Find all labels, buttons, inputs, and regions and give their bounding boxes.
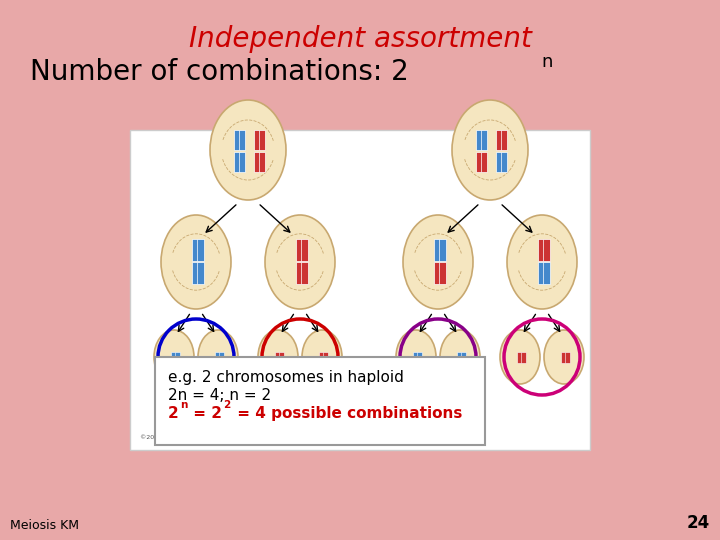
Bar (461, 352, 466, 362)
Ellipse shape (302, 330, 342, 384)
Ellipse shape (154, 330, 194, 384)
Text: Number of combinations: 2: Number of combinations: 2 (30, 58, 409, 86)
Text: 24: 24 (687, 514, 710, 532)
Text: 2: 2 (168, 406, 179, 421)
Bar (433, 239, 441, 261)
Bar (197, 262, 204, 284)
Bar (301, 239, 308, 261)
Bar (543, 262, 550, 284)
Bar (538, 239, 544, 261)
Text: n: n (180, 400, 187, 410)
Ellipse shape (403, 215, 473, 309)
Ellipse shape (507, 215, 577, 309)
Bar (295, 239, 302, 261)
Bar (279, 352, 284, 362)
Ellipse shape (440, 330, 480, 384)
Bar (274, 352, 279, 362)
Bar (239, 152, 245, 172)
Bar (516, 352, 521, 362)
Ellipse shape (452, 100, 528, 200)
Ellipse shape (265, 215, 335, 309)
Bar (155, 357, 485, 445)
Bar (197, 239, 204, 261)
Bar (476, 130, 482, 150)
Bar (560, 352, 565, 362)
Bar (254, 152, 260, 172)
Text: Independent assortment: Independent assortment (189, 25, 531, 53)
Bar (175, 352, 180, 362)
Bar (543, 239, 550, 261)
Bar (239, 130, 245, 150)
Bar (171, 352, 176, 362)
Ellipse shape (198, 330, 238, 384)
Bar (538, 262, 544, 284)
Bar (433, 262, 441, 284)
Bar (301, 262, 308, 284)
Bar (521, 352, 526, 362)
Text: = 4 possible combinations: = 4 possible combinations (232, 406, 462, 421)
Bar (439, 262, 446, 284)
Bar (481, 152, 487, 172)
Bar (192, 262, 199, 284)
Bar (259, 130, 265, 150)
Bar (219, 352, 224, 362)
Bar (234, 130, 240, 150)
Bar (496, 130, 502, 150)
Ellipse shape (544, 330, 584, 384)
Text: ©2010 Pearson Education, Inc. publishing as Benjamin Cummings: ©2010 Pearson Education, Inc. publishing… (140, 434, 348, 440)
Text: 2n = 4; n = 2: 2n = 4; n = 2 (168, 388, 271, 403)
Bar (565, 352, 570, 362)
Ellipse shape (396, 330, 436, 384)
Text: e.g. 2 chromosomes in haploid: e.g. 2 chromosomes in haploid (168, 370, 404, 385)
Bar (501, 152, 507, 172)
Bar (318, 352, 323, 362)
Bar (259, 152, 265, 172)
Bar (234, 152, 240, 172)
Text: Meiosis KM: Meiosis KM (10, 519, 79, 532)
Ellipse shape (210, 100, 286, 200)
Ellipse shape (258, 330, 298, 384)
Bar (439, 239, 446, 261)
Ellipse shape (161, 215, 231, 309)
Bar (476, 152, 482, 172)
Text: 2: 2 (223, 400, 230, 410)
Bar (254, 130, 260, 150)
Bar (130, 130, 590, 450)
Bar (496, 152, 502, 172)
Bar (417, 352, 422, 362)
Bar (481, 130, 487, 150)
Ellipse shape (500, 330, 540, 384)
Text: n: n (541, 53, 552, 71)
Bar (501, 130, 507, 150)
Bar (456, 352, 462, 362)
Bar (192, 239, 199, 261)
Bar (413, 352, 418, 362)
Text: = 2: = 2 (188, 406, 222, 421)
Bar (295, 262, 302, 284)
Bar (215, 352, 220, 362)
Bar (323, 352, 328, 362)
